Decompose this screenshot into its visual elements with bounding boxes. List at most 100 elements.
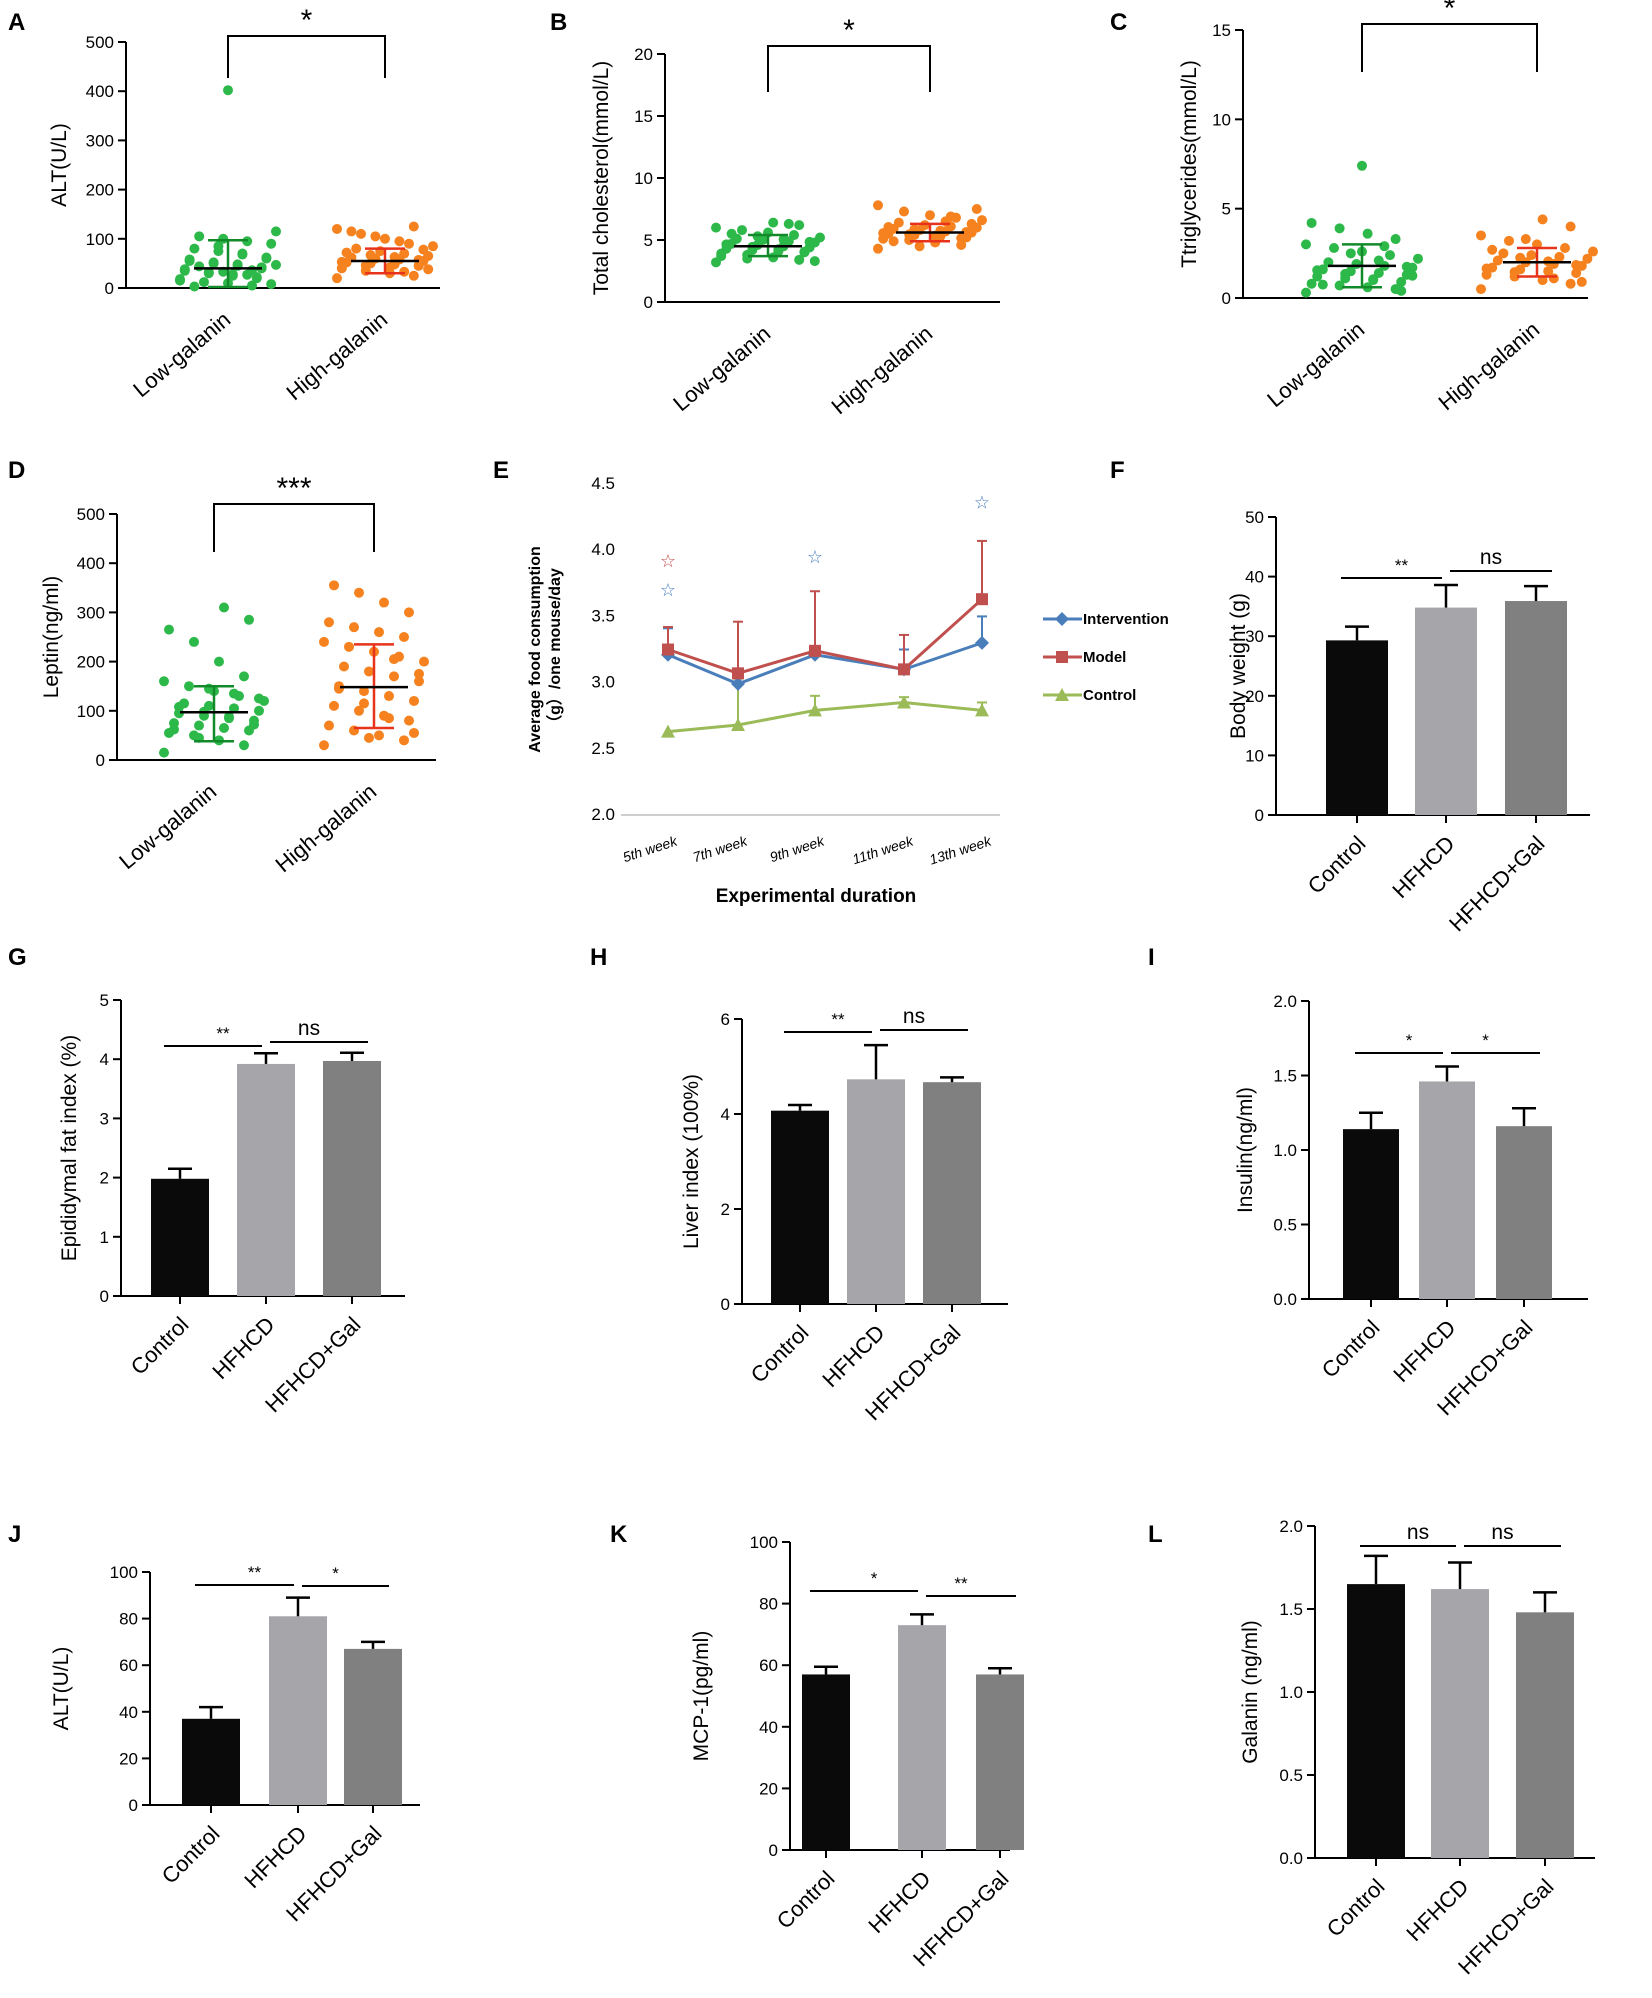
x-category-label: HFHCD (207, 1312, 279, 1384)
data-point (254, 693, 264, 704)
x-category-label: HFHCD (239, 1821, 311, 1893)
bar (1516, 1612, 1574, 1858)
data-point (1548, 273, 1559, 284)
data-point (1334, 223, 1345, 234)
x-category-label: Low-galanin (668, 321, 775, 416)
y-tick-label: 30 (1245, 627, 1264, 646)
y-tick-label: 80 (759, 1595, 778, 1614)
data-point (399, 632, 409, 642)
panel-label: J (8, 1521, 21, 1548)
data-point (224, 711, 234, 722)
data-point (329, 700, 339, 711)
data-point (899, 206, 909, 217)
data-point (1504, 235, 1514, 246)
series-line (667, 641, 983, 686)
significance-label: ** (1395, 556, 1409, 575)
data-point (794, 254, 805, 265)
data-point (319, 636, 329, 647)
data-point (732, 667, 744, 680)
data-point (1379, 241, 1390, 252)
x-category-label: Low-galanin (1262, 317, 1369, 412)
data-point (227, 269, 238, 280)
bar (976, 1674, 1024, 1850)
data-point (360, 260, 371, 271)
y-tick-label: 4.0 (591, 540, 615, 559)
y-tick-label: 4 (100, 1050, 109, 1069)
data-point (1492, 255, 1503, 266)
data-point (389, 671, 399, 682)
y-tick-label: 100 (86, 230, 114, 249)
series-line (667, 598, 984, 675)
significance-label: ** (216, 1024, 230, 1043)
data-point (389, 654, 399, 665)
y-tick-label: 80 (119, 1610, 138, 1629)
legend-label: Control (1083, 687, 1136, 704)
data-point (783, 218, 794, 229)
data-point (232, 259, 243, 270)
data-point (349, 622, 359, 633)
y-tick-label: 0 (1222, 289, 1231, 308)
y-axis-title: ALT(U/L) (48, 123, 71, 207)
y-tick-label: 40 (119, 1703, 138, 1722)
significance-bracket (767, 45, 931, 92)
bar (1415, 607, 1477, 815)
data-point (935, 225, 946, 236)
data-point (404, 238, 414, 249)
x-category-label: HFHCD (863, 1866, 935, 1938)
y-axis-title: Leptin(ng/ml) (40, 576, 63, 699)
data-point (271, 259, 281, 270)
data-point (898, 663, 910, 676)
bar (182, 1718, 240, 1805)
data-point (229, 703, 239, 714)
y-tick-label: 10 (1245, 746, 1264, 765)
y-tick-label: 40 (1245, 568, 1264, 587)
y-tick-label: 15 (634, 107, 653, 126)
bar (323, 1060, 381, 1296)
y-tick-label: 3 (100, 1109, 109, 1128)
data-point (1476, 230, 1486, 241)
data-point (354, 587, 364, 598)
significance-label: ns (1407, 1521, 1429, 1544)
y-tick-label: 1 (100, 1228, 109, 1247)
y-tick-label: 20 (634, 45, 653, 64)
data-point (374, 730, 384, 741)
data-point (409, 695, 419, 706)
data-point (339, 661, 349, 672)
y-axis-title: （g）/one mouse/day (546, 568, 564, 731)
data-point (203, 267, 214, 278)
y-tick-label: 0 (96, 751, 105, 770)
data-point (1515, 252, 1526, 263)
y-tick-label: 10 (1212, 110, 1231, 129)
data-point (384, 713, 394, 724)
data-point (1312, 265, 1323, 276)
panel-label: F (1110, 457, 1125, 484)
data-point (409, 727, 419, 738)
x-category-label: 13th week (927, 832, 994, 867)
data-point (329, 580, 339, 591)
data-point (726, 228, 737, 239)
data-point (408, 221, 419, 232)
panel-label: B (550, 9, 567, 36)
data-point (1576, 276, 1587, 287)
y-axis-title: Galanin (ng/ml) (1239, 1620, 1262, 1764)
data-point (414, 668, 424, 679)
data-point (219, 602, 229, 613)
data-point (716, 251, 727, 262)
series-line (667, 700, 983, 734)
data-point (914, 241, 925, 252)
y-tick-label: 3.5 (591, 606, 615, 625)
data-point (1481, 263, 1492, 274)
y-tick-label: 0 (100, 1287, 109, 1306)
data-point (319, 740, 329, 751)
significance-label: ** (954, 1574, 968, 1593)
y-tick-label: 0 (644, 293, 653, 312)
y-axis-title: Insulin(ng/ml) (1234, 1087, 1257, 1213)
x-category-label: Low-galanin (128, 307, 235, 402)
star-marker: ☆ (974, 493, 990, 513)
x-category-label: HFHCD (817, 1320, 889, 1392)
data-point (873, 243, 883, 254)
data-point (239, 671, 249, 682)
data-point (815, 232, 825, 243)
legend-marker (1055, 612, 1069, 626)
